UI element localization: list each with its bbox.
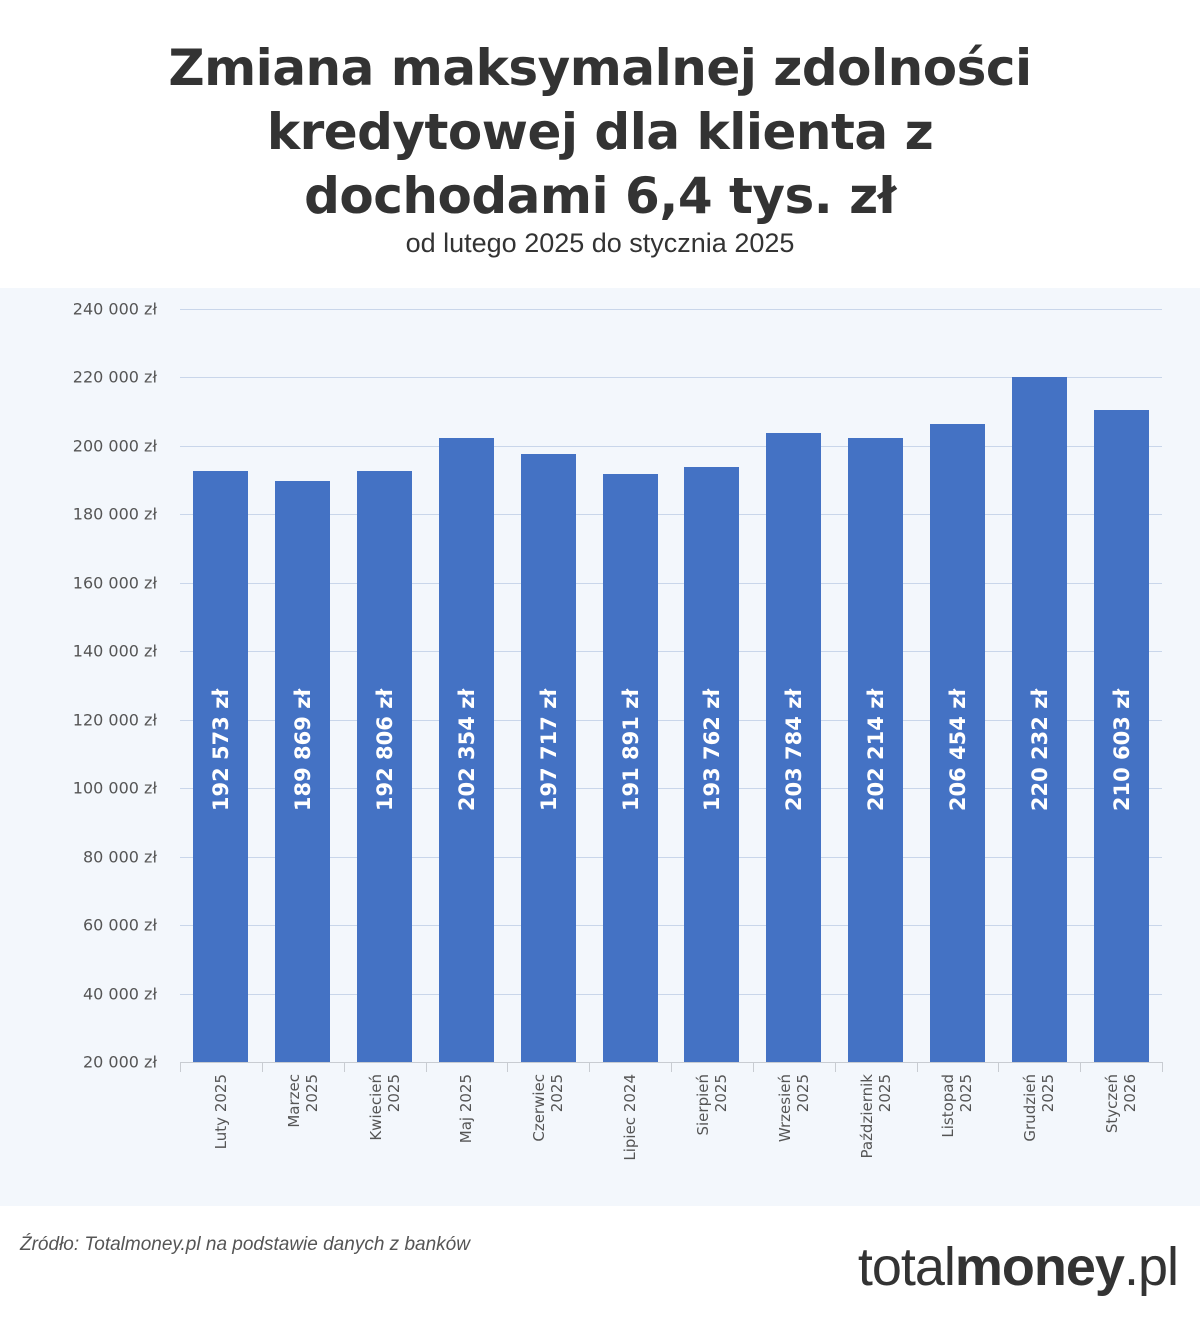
x-category-text: Kwiecień 2025 [367,1074,403,1141]
bar[interactable]: 202 214 zł [848,438,903,1062]
bar-value-label: 210 603 zł [1109,689,1134,812]
x-category-label: Luty 2025 [181,1074,261,1194]
bar[interactable]: 197 717 zł [521,454,576,1062]
y-tick-label: 40 000 zł [82,984,157,1004]
gridline [180,857,1162,858]
x-category-label: Wrzesień 2025 [754,1074,834,1194]
x-category-label: Październik 2025 [836,1074,916,1194]
x-axis-tick [426,1062,427,1072]
bar[interactable]: 210 603 zł [1094,410,1149,1062]
x-category-label: Styczeń 2026 [1081,1074,1161,1194]
x-axis-tick [835,1062,836,1072]
x-axis-tick [344,1062,345,1072]
x-category-text: Lipiec 2024 [621,1074,639,1161]
x-category-text: Luty 2025 [212,1074,230,1150]
bar-value-label: 192 573 zł [208,688,233,811]
gridline [180,720,1162,721]
x-category-text: Czerwiec 2025 [530,1074,566,1142]
x-axis-tick [262,1062,263,1072]
x-axis-tick [589,1062,590,1072]
x-axis-tick [507,1062,508,1072]
title-line-2: kredytowej dla klienta z [266,103,934,161]
bar[interactable]: 191 891 zł [603,474,658,1062]
bar[interactable]: 203 784 zł [766,433,821,1062]
bar-value-label: 189 869 zł [290,689,315,812]
x-category-text: Listopad 2025 [939,1074,975,1138]
bar-value-label: 193 762 zł [699,688,724,811]
bar[interactable]: 193 762 zł [684,467,739,1062]
y-tick-label: 80 000 zł [82,847,157,867]
chart-title: Zmiana maksymalnej zdolności kredytowej … [0,36,1200,228]
gridline [180,925,1162,926]
x-category-text: Marzec 2025 [285,1074,321,1128]
bar-value-label: 203 784 zł [781,688,806,812]
y-tick-label: 60 000 zł [82,915,157,935]
gridline [180,651,1162,652]
logo-bold: money [954,1237,1125,1297]
bar[interactable]: 192 573 zł [193,471,248,1062]
x-category-label: Grudzień 2025 [999,1074,1079,1194]
x-category-label: Marzec 2025 [263,1074,343,1194]
x-category-text: Październik 2025 [858,1074,894,1159]
bar-value-label: 206 454 zł [945,689,970,812]
x-axis-tick [998,1062,999,1072]
bar-value-label: 202 354 zł [454,688,479,812]
x-category-text: Sierpień 2025 [694,1074,730,1136]
gridline [180,446,1162,447]
bar-value-label: 220 232 zł [1027,689,1052,812]
title-line-1: Zmiana maksymalnej zdolności [168,39,1032,97]
y-tick-label: 100 000 zł [72,778,157,798]
bar[interactable]: 220 232 zł [1012,377,1067,1062]
chart-subtitle: od lutego 2025 do stycznia 2025 [405,228,795,258]
y-tick-label: 120 000 zł [72,710,157,730]
gridline [180,583,1162,584]
logo-suffix: .pl [1123,1237,1179,1297]
x-category-label: Lipiec 2024 [590,1074,670,1194]
x-axis-tick [671,1062,672,1072]
bar-value-label: 191 891 zł [618,689,643,812]
y-tick-label: 140 000 zł [72,641,157,661]
x-axis-tick [917,1062,918,1072]
bar-value-label: 197 717 zł [536,689,561,812]
x-category-label: Maj 2025 [426,1074,506,1194]
gridline [180,514,1162,515]
x-category-text: Grudzień 2025 [1021,1074,1057,1142]
x-category-label: Sierpień 2025 [672,1074,752,1194]
bar[interactable]: 206 454 zł [930,424,985,1062]
bar-value-label: 192 806 zł [372,689,397,812]
totalmoney-logo: totalmoney.pl [857,1236,1179,1298]
bar[interactable]: 192 806 zł [357,471,412,1062]
y-tick-label: 240 000 zł [72,299,157,319]
x-category-label: Czerwiec 2025 [508,1074,588,1194]
logo-light: total [857,1237,956,1297]
y-tick-label: 200 000 zł [72,436,157,456]
y-tick-label: 220 000 zł [72,367,157,387]
bar[interactable]: 202 354 zł [439,438,494,1062]
x-category-text: Wrzesień 2025 [776,1074,812,1143]
x-axis-tick [753,1062,754,1072]
x-category-text: Styczeń 2026 [1103,1074,1139,1134]
y-tick-label: 20 000 zł [82,1052,157,1072]
x-axis-tick [1080,1062,1081,1072]
source-note: Źródło: Totalmoney.pl na podstawie danyc… [20,1234,470,1255]
bar-value-label: 202 214 zł [863,688,888,811]
x-category-label: Kwiecień 2025 [345,1074,425,1194]
x-category-label: Listopad 2025 [917,1074,997,1194]
title-line-3: dochodami 6,4 tys. zł [304,167,896,225]
gridline [180,788,1162,789]
x-category-text: Maj 2025 [457,1074,475,1144]
y-tick-label: 160 000 zł [72,573,157,593]
x-axis-tick [180,1062,181,1072]
gridline [180,377,1162,378]
x-axis-tick [1162,1062,1163,1072]
y-tick-label: 180 000 zł [72,504,157,524]
bar[interactable]: 189 869 zł [275,481,330,1062]
gridline [180,309,1162,310]
gridline [180,994,1162,995]
